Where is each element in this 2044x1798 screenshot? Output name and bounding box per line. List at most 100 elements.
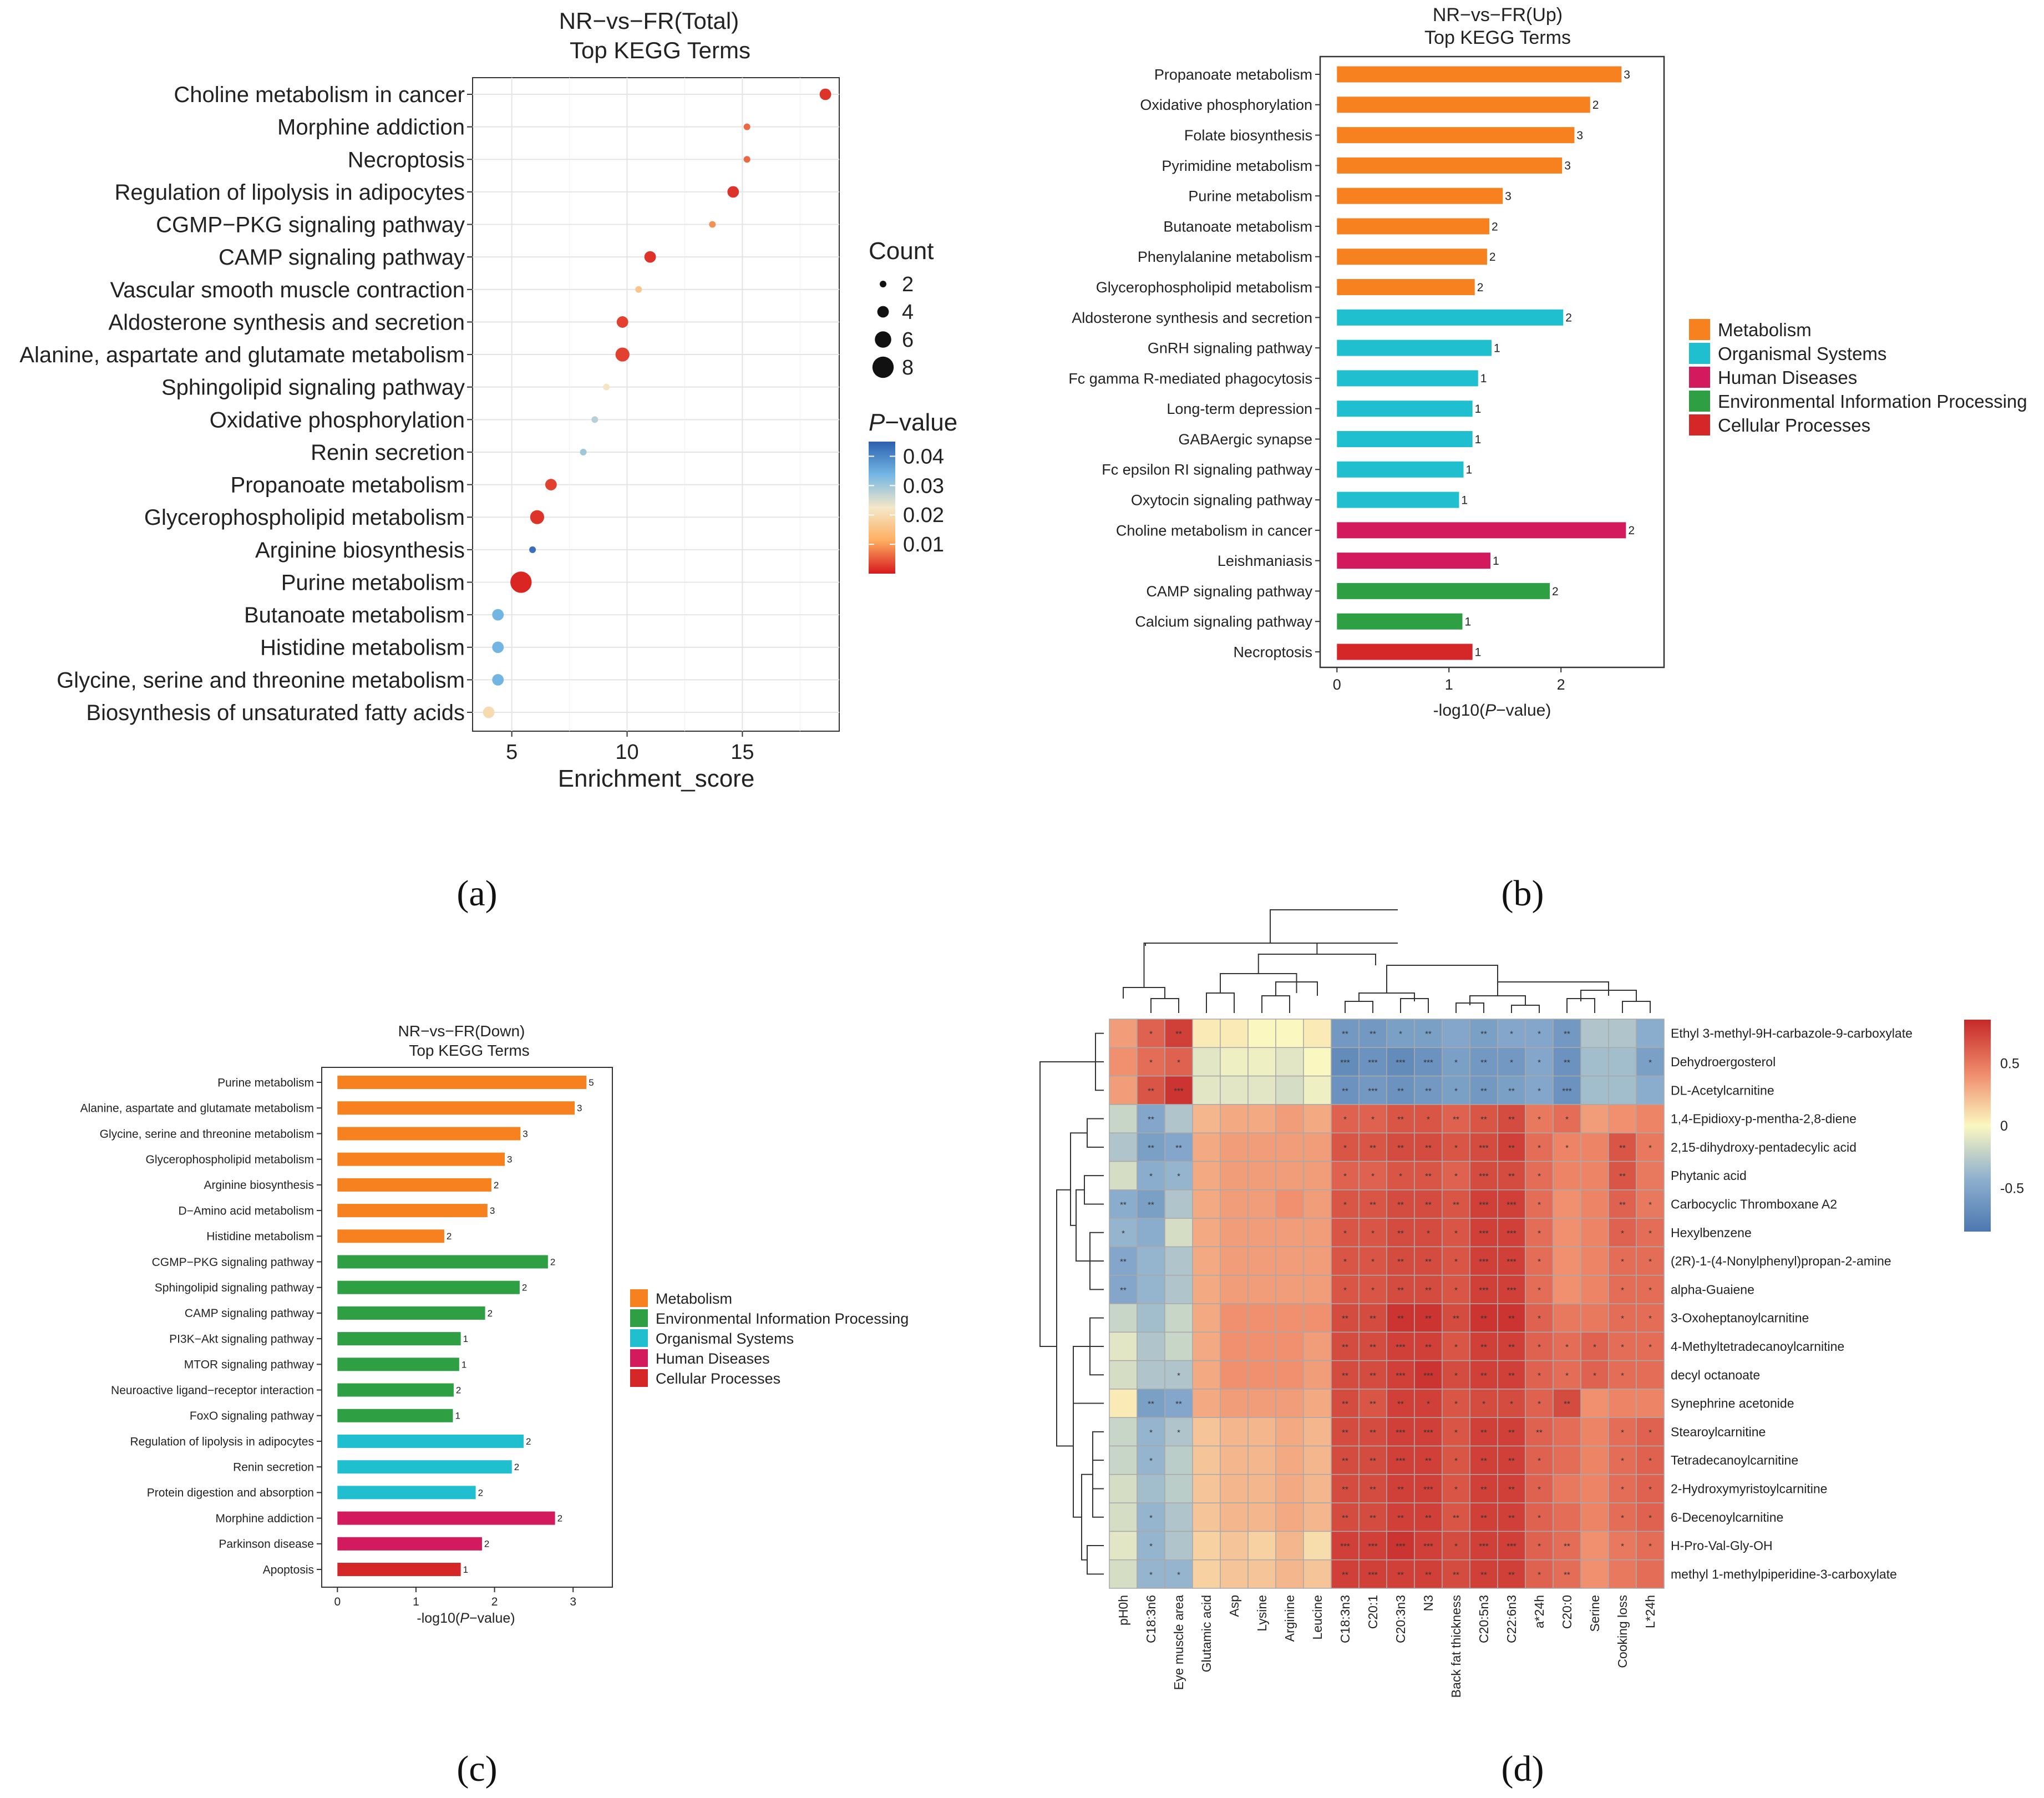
term-label: Necroptosis bbox=[348, 148, 465, 172]
significance-stars: * bbox=[1621, 1314, 1624, 1324]
significance-stars: * bbox=[1177, 1570, 1180, 1579]
dendrogram-branch bbox=[1206, 992, 1235, 1013]
bar-term-label: Purine metabolism bbox=[1188, 188, 1312, 205]
heatmap-cell bbox=[1303, 1417, 1332, 1447]
significance-stars: ** bbox=[1175, 1143, 1182, 1153]
significance-stars: *** bbox=[1396, 1343, 1406, 1352]
heatmap-cell bbox=[1525, 1303, 1554, 1333]
heatmap-cell bbox=[1164, 1360, 1193, 1390]
significance-stars: *** bbox=[1562, 1086, 1572, 1096]
heatmap-cell bbox=[1247, 1218, 1276, 1248]
heatmap-cell bbox=[1580, 1559, 1609, 1589]
bar-term-label: CAMP signaling pathway bbox=[185, 1307, 315, 1320]
significance-stars: * bbox=[1621, 1285, 1624, 1295]
bar-term-label: Oxytocin signaling pathway bbox=[1131, 492, 1313, 509]
dot-point bbox=[616, 316, 628, 328]
bar-term-label: Sphingolipid signaling pathway bbox=[155, 1282, 315, 1294]
x-tick-label: 5 bbox=[506, 741, 518, 764]
heatmap-cell bbox=[1636, 1417, 1665, 1447]
heatmap-cell bbox=[1469, 1502, 1498, 1532]
bar-term-label: Fc gamma R-mediated phagocytosis bbox=[1068, 370, 1312, 387]
heatmap-cell bbox=[1164, 1417, 1193, 1447]
bar-value-label: 2 bbox=[522, 1283, 527, 1293]
heatmap-cell bbox=[1275, 1445, 1304, 1475]
heatmap-cell bbox=[1386, 1246, 1415, 1276]
significance-stars: *** bbox=[1423, 1058, 1433, 1067]
bar-term-label: Parkinson disease bbox=[219, 1538, 314, 1551]
bar-value-label: 2 bbox=[550, 1257, 555, 1267]
significance-stars: *** bbox=[1479, 1257, 1489, 1267]
bar bbox=[337, 1332, 461, 1346]
significance-stars: * bbox=[1454, 1542, 1458, 1551]
heatmap-cell bbox=[1358, 1559, 1387, 1589]
significance-stars: * bbox=[1454, 1428, 1458, 1437]
heatmap-cell bbox=[1442, 1132, 1470, 1162]
bar-term-label: Regulation of lipolysis in adipocytes bbox=[130, 1435, 314, 1448]
heatmap-cell bbox=[1442, 1360, 1470, 1390]
heatmap-cell bbox=[1275, 1417, 1304, 1447]
heatmap-cell bbox=[1636, 1075, 1665, 1105]
significance-stars: ** bbox=[1619, 1200, 1626, 1209]
significance-stars: ** bbox=[1508, 1371, 1515, 1380]
heatmap-cell bbox=[1331, 1189, 1360, 1219]
legend-label: Cellular Processes bbox=[656, 1370, 780, 1387]
panel-a-count-legend: 2 4 6 8 bbox=[872, 273, 914, 379]
bar bbox=[337, 1178, 491, 1192]
legend-label: Metabolism bbox=[1718, 320, 1812, 340]
heatmap-cell bbox=[1469, 1303, 1498, 1333]
heatmap-cell bbox=[1414, 1389, 1443, 1418]
significance-stars: ** bbox=[1425, 1343, 1432, 1352]
significance-stars: * bbox=[1538, 1172, 1541, 1181]
bar-value-label: 2 bbox=[514, 1462, 519, 1472]
heatmap-row-label: DL-Acetylcarnitine bbox=[1671, 1083, 1774, 1097]
heatmap-column-label: L*24h bbox=[1643, 1595, 1657, 1628]
dendrogram-branch bbox=[1220, 973, 1297, 993]
panel-a-x-axis-label: Enrichment_score bbox=[558, 765, 755, 792]
heatmap-cell bbox=[1386, 1389, 1415, 1418]
bar-term-label: Glycine, serine and threonine metabolism bbox=[100, 1128, 314, 1141]
significance-stars: *** bbox=[1507, 1542, 1516, 1551]
significance-stars: ** bbox=[1480, 1314, 1487, 1324]
heatmap-row-label: Synephrine acetonide bbox=[1671, 1396, 1794, 1411]
significance-stars: * bbox=[1149, 1542, 1153, 1551]
bar-value-label: 2 bbox=[1565, 312, 1572, 325]
panel-b-label: (b) bbox=[1502, 873, 1544, 914]
significance-stars: ** bbox=[1508, 1456, 1515, 1466]
significance-stars: * bbox=[1122, 1229, 1125, 1238]
dot-point bbox=[591, 416, 599, 423]
bar bbox=[1337, 66, 1622, 83]
heatmap-cell bbox=[1220, 1132, 1249, 1162]
heatmap-cell bbox=[1109, 1104, 1138, 1133]
heatmap-cell bbox=[1331, 1075, 1360, 1105]
heatmap-cell bbox=[1442, 1274, 1470, 1304]
heatmap-cell bbox=[1109, 1075, 1138, 1105]
term-label: Vascular smooth muscle contraction bbox=[110, 278, 465, 302]
heatmap-cell bbox=[1469, 1417, 1498, 1447]
significance-stars: *** bbox=[1396, 1542, 1406, 1551]
significance-stars: *** bbox=[1423, 1371, 1433, 1380]
bar bbox=[1337, 127, 1575, 144]
panel-a-label: (a) bbox=[457, 873, 497, 914]
heatmap-column-label: Asp bbox=[1227, 1595, 1241, 1617]
heatmap-cell bbox=[1580, 1218, 1609, 1248]
panel-a-dotplot: NR−vs−FR(Total) Top KEGG Terms Choline m… bbox=[19, 8, 957, 914]
panel-c-legend: Metabolism Environmental Information Proc… bbox=[630, 1289, 909, 1387]
significance-stars: ** bbox=[1508, 1172, 1515, 1181]
heatmap-row-label: (2R)-1-(4-Nonylphenyl)propan-2-amine bbox=[1671, 1254, 1891, 1268]
bar-term-label: Oxidative phosphorylation bbox=[1140, 97, 1312, 113]
heatmap-cell bbox=[1109, 1047, 1138, 1077]
heatmap-cell bbox=[1636, 1019, 1665, 1049]
significance-stars: ** bbox=[1480, 1115, 1487, 1125]
x-tick-label: 2 bbox=[491, 1596, 498, 1608]
dendrogram-branch bbox=[1511, 1005, 1540, 1013]
heatmap-cell bbox=[1608, 1047, 1637, 1077]
heatmap-cell bbox=[1358, 1218, 1387, 1248]
legend-label: Human Diseases bbox=[1718, 367, 1857, 388]
bar-term-label: MTOR signaling pathway bbox=[184, 1359, 315, 1371]
heatmap-cell bbox=[1220, 1531, 1249, 1561]
heatmap-cell bbox=[1414, 1445, 1443, 1475]
heatmap-cell bbox=[1497, 1218, 1526, 1248]
significance-stars: ** bbox=[1480, 1086, 1487, 1096]
heatmap-cell bbox=[1636, 1161, 1665, 1191]
legend-swatch bbox=[1689, 391, 1710, 412]
